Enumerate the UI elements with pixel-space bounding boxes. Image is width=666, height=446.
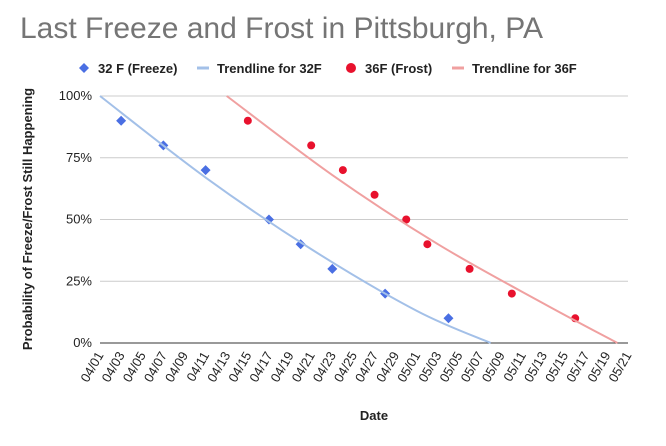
freeze-point	[200, 165, 211, 176]
frost-point	[402, 215, 411, 224]
frost-point	[465, 264, 474, 273]
x-axis-ticks: 04/0104/0304/0504/0704/0904/1104/1304/15…	[77, 349, 634, 385]
freeze-point	[327, 263, 338, 274]
legend-circle-swatch	[346, 63, 356, 73]
frost-point	[338, 166, 347, 175]
y-axis-title: Probability of Freeze/Frost Still Happen…	[20, 88, 35, 350]
legend-diamond-swatch	[79, 63, 89, 73]
frost-point	[423, 240, 432, 249]
y-tick-label: 25%	[66, 273, 92, 288]
series-layer	[99, 95, 618, 344]
frost-point	[370, 190, 379, 199]
freeze-point	[116, 115, 127, 126]
trendline-3	[226, 95, 618, 344]
y-tick-label: 75%	[66, 150, 92, 165]
y-axis-ticks: 0% 25% 50% 75% 100%	[59, 88, 93, 350]
y-tick-label: 100%	[59, 88, 93, 103]
freeze-point	[263, 214, 274, 225]
frost-point	[307, 141, 316, 150]
y-tick-label: 0%	[73, 335, 92, 350]
y-tick-label: 50%	[66, 212, 92, 227]
grid-lines	[100, 95, 628, 344]
trendline-1	[99, 95, 492, 344]
legend-label: Trendline for 36F	[472, 61, 577, 76]
legend-label: Trendline for 32F	[217, 61, 322, 76]
legend-label: 36F (Frost)	[365, 61, 432, 76]
frost-point	[507, 289, 516, 298]
chart-title: Last Freeze and Frost in Pittsburgh, PA	[20, 12, 543, 45]
legend: 32 F (Freeze) Trendline for 32F 36F (Frost…	[79, 61, 577, 76]
freeze-point	[443, 313, 454, 324]
legend-label: 32 F (Freeze)	[98, 61, 177, 76]
frost-point	[243, 116, 252, 125]
x-axis-title: Date	[360, 408, 388, 423]
